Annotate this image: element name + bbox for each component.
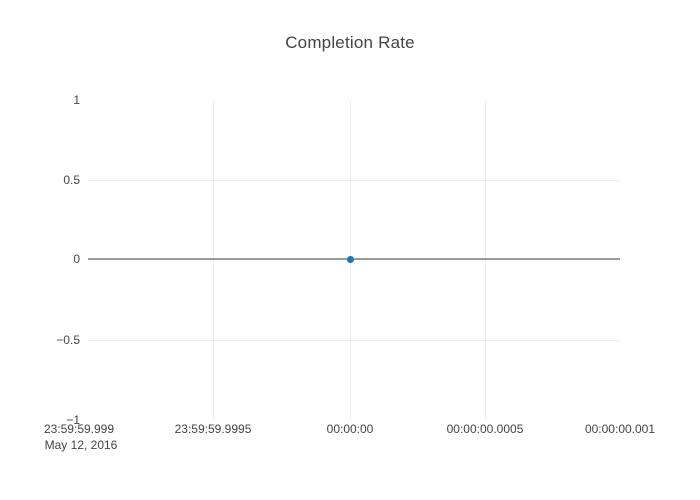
plot-area[interactable] <box>88 100 620 420</box>
x-tick-label: 23:59:59.999 <box>43 422 115 436</box>
zero-line <box>88 258 620 260</box>
y-tick-label: −0.5 <box>56 333 80 347</box>
chart-title: Completion Rate <box>285 33 415 52</box>
y-tick-label: −1 <box>66 413 80 427</box>
x-tick-date-sublabel: May 12, 2016 <box>44 438 118 452</box>
y-gridline <box>88 180 620 181</box>
y-tick-label: 1 <box>73 93 80 107</box>
x-gridline <box>485 100 486 420</box>
x-tick-label: 00:00:00 <box>326 422 374 436</box>
x-tick-label: 23:59:59.9995 <box>174 422 252 436</box>
y-tick-label: 0.5 <box>63 173 80 187</box>
y-gridline <box>88 340 620 341</box>
x-tick-label: 00:00:00.001 <box>584 422 656 436</box>
x-gridline <box>213 100 214 420</box>
data-point[interactable] <box>347 256 354 263</box>
x-tick-label: 00:00:00.0005 <box>446 422 524 436</box>
y-tick-label: 0 <box>73 252 80 266</box>
